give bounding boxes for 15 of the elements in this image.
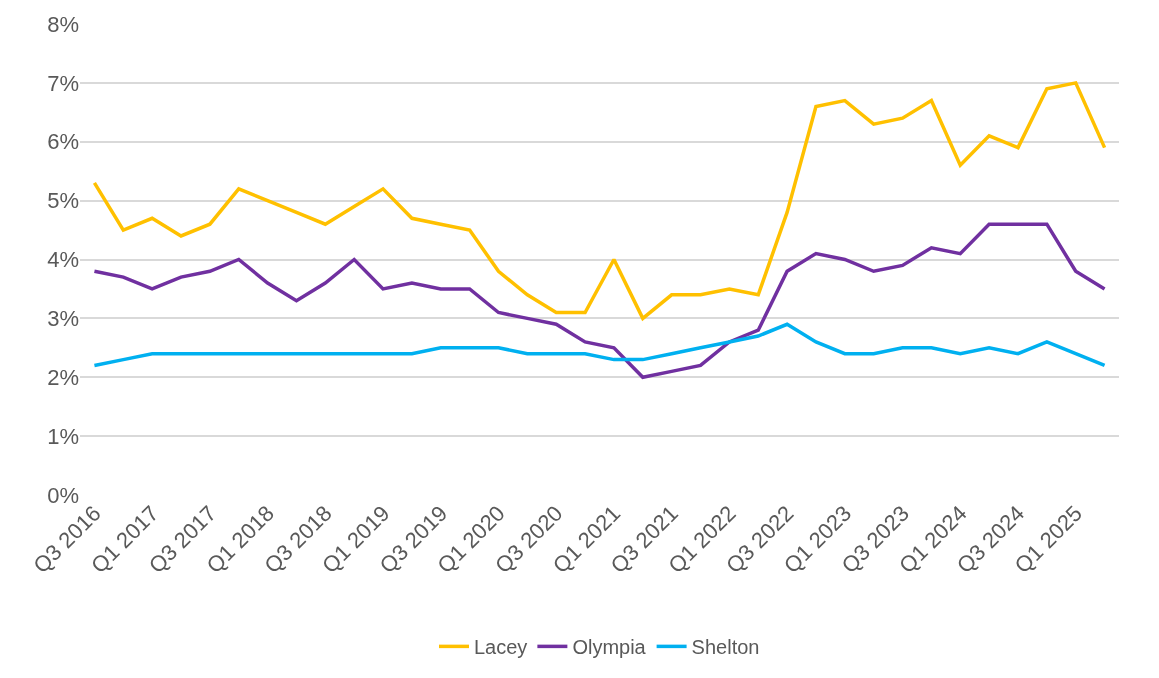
y-tick-label: 5% <box>47 188 79 214</box>
y-tick-label: 7% <box>47 70 79 96</box>
line-series <box>92 81 1107 321</box>
line-series <box>92 222 1107 379</box>
y-tick-label: 6% <box>47 129 79 155</box>
y-tick-label: 3% <box>47 306 79 332</box>
legend-label: Shelton <box>691 636 760 659</box>
y-tick-label: 0% <box>47 482 79 508</box>
legend-label: Olympia <box>572 636 647 659</box>
y-tick-label: 1% <box>47 423 79 449</box>
y-tick-label: 8% <box>47 11 79 37</box>
line-series <box>92 322 1107 368</box>
legend-label: Lacey <box>474 636 528 659</box>
y-tick-label: 2% <box>47 364 79 390</box>
y-tick-label: 4% <box>47 247 79 273</box>
